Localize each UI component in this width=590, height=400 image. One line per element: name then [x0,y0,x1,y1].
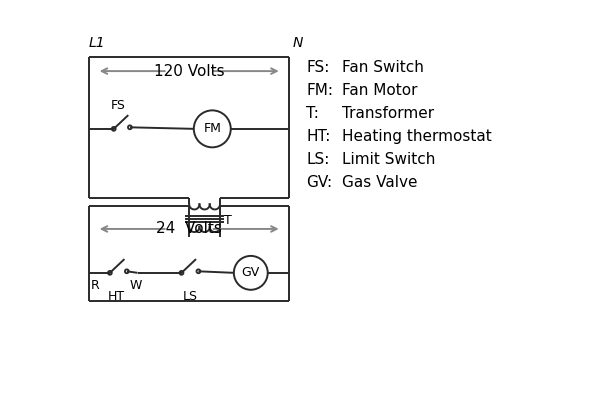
Text: FM: FM [204,122,221,135]
Text: Gas Valve: Gas Valve [342,175,417,190]
Text: LS:: LS: [306,152,330,167]
Text: HT: HT [107,290,124,303]
Text: R: R [91,279,99,292]
Text: Fan Motor: Fan Motor [342,83,417,98]
Text: FS: FS [111,99,126,112]
Circle shape [194,110,231,147]
Text: Transformer: Transformer [342,106,434,121]
Text: 24  Volts: 24 Volts [156,222,222,236]
Text: GV:: GV: [306,175,332,190]
Text: L1: L1 [89,36,106,50]
Text: HT:: HT: [306,129,330,144]
Text: W: W [130,279,142,292]
Text: Fan Switch: Fan Switch [342,60,424,75]
Text: Limit Switch: Limit Switch [342,152,435,167]
Text: T:: T: [306,106,319,121]
Text: LS: LS [183,290,198,303]
Text: FS:: FS: [306,60,330,75]
Text: N: N [293,36,303,50]
Text: Heating thermostat: Heating thermostat [342,129,491,144]
Text: T: T [224,214,232,227]
Text: GV: GV [242,266,260,279]
Circle shape [234,256,268,290]
Text: 120 Volts: 120 Volts [154,64,225,78]
Text: FM:: FM: [306,83,333,98]
